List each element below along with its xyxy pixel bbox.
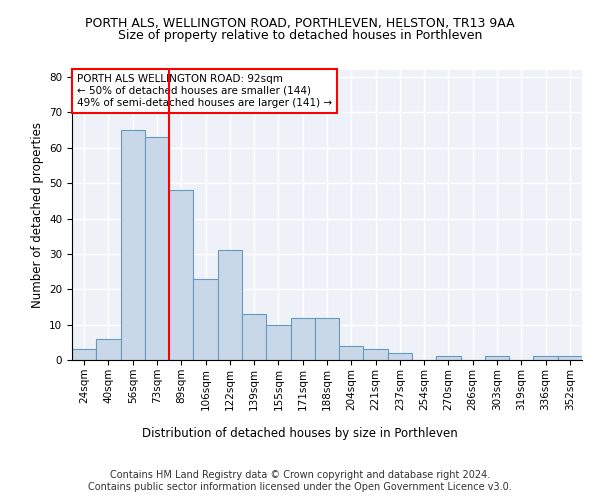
Bar	[145, 137, 169, 360]
Bar	[364, 350, 388, 360]
Bar	[121, 130, 145, 360]
Bar	[315, 318, 339, 360]
Bar	[72, 350, 96, 360]
Bar	[169, 190, 193, 360]
Bar	[218, 250, 242, 360]
Bar	[339, 346, 364, 360]
Bar	[96, 339, 121, 360]
Bar	[388, 353, 412, 360]
Y-axis label: Number of detached properties: Number of detached properties	[31, 122, 44, 308]
Text: Size of property relative to detached houses in Porthleven: Size of property relative to detached ho…	[118, 29, 482, 42]
Text: Contains public sector information licensed under the Open Government Licence v3: Contains public sector information licen…	[88, 482, 512, 492]
Text: Distribution of detached houses by size in Porthleven: Distribution of detached houses by size …	[142, 428, 458, 440]
Bar	[193, 278, 218, 360]
Bar	[242, 314, 266, 360]
Text: PORTH ALS, WELLINGTON ROAD, PORTHLEVEN, HELSTON, TR13 9AA: PORTH ALS, WELLINGTON ROAD, PORTHLEVEN, …	[85, 18, 515, 30]
Bar	[290, 318, 315, 360]
Bar	[533, 356, 558, 360]
Text: PORTH ALS WELLINGTON ROAD: 92sqm
← 50% of detached houses are smaller (144)
49% : PORTH ALS WELLINGTON ROAD: 92sqm ← 50% o…	[77, 74, 332, 108]
Bar	[485, 356, 509, 360]
Bar	[436, 356, 461, 360]
Bar	[266, 324, 290, 360]
Text: Contains HM Land Registry data © Crown copyright and database right 2024.: Contains HM Land Registry data © Crown c…	[110, 470, 490, 480]
Bar	[558, 356, 582, 360]
